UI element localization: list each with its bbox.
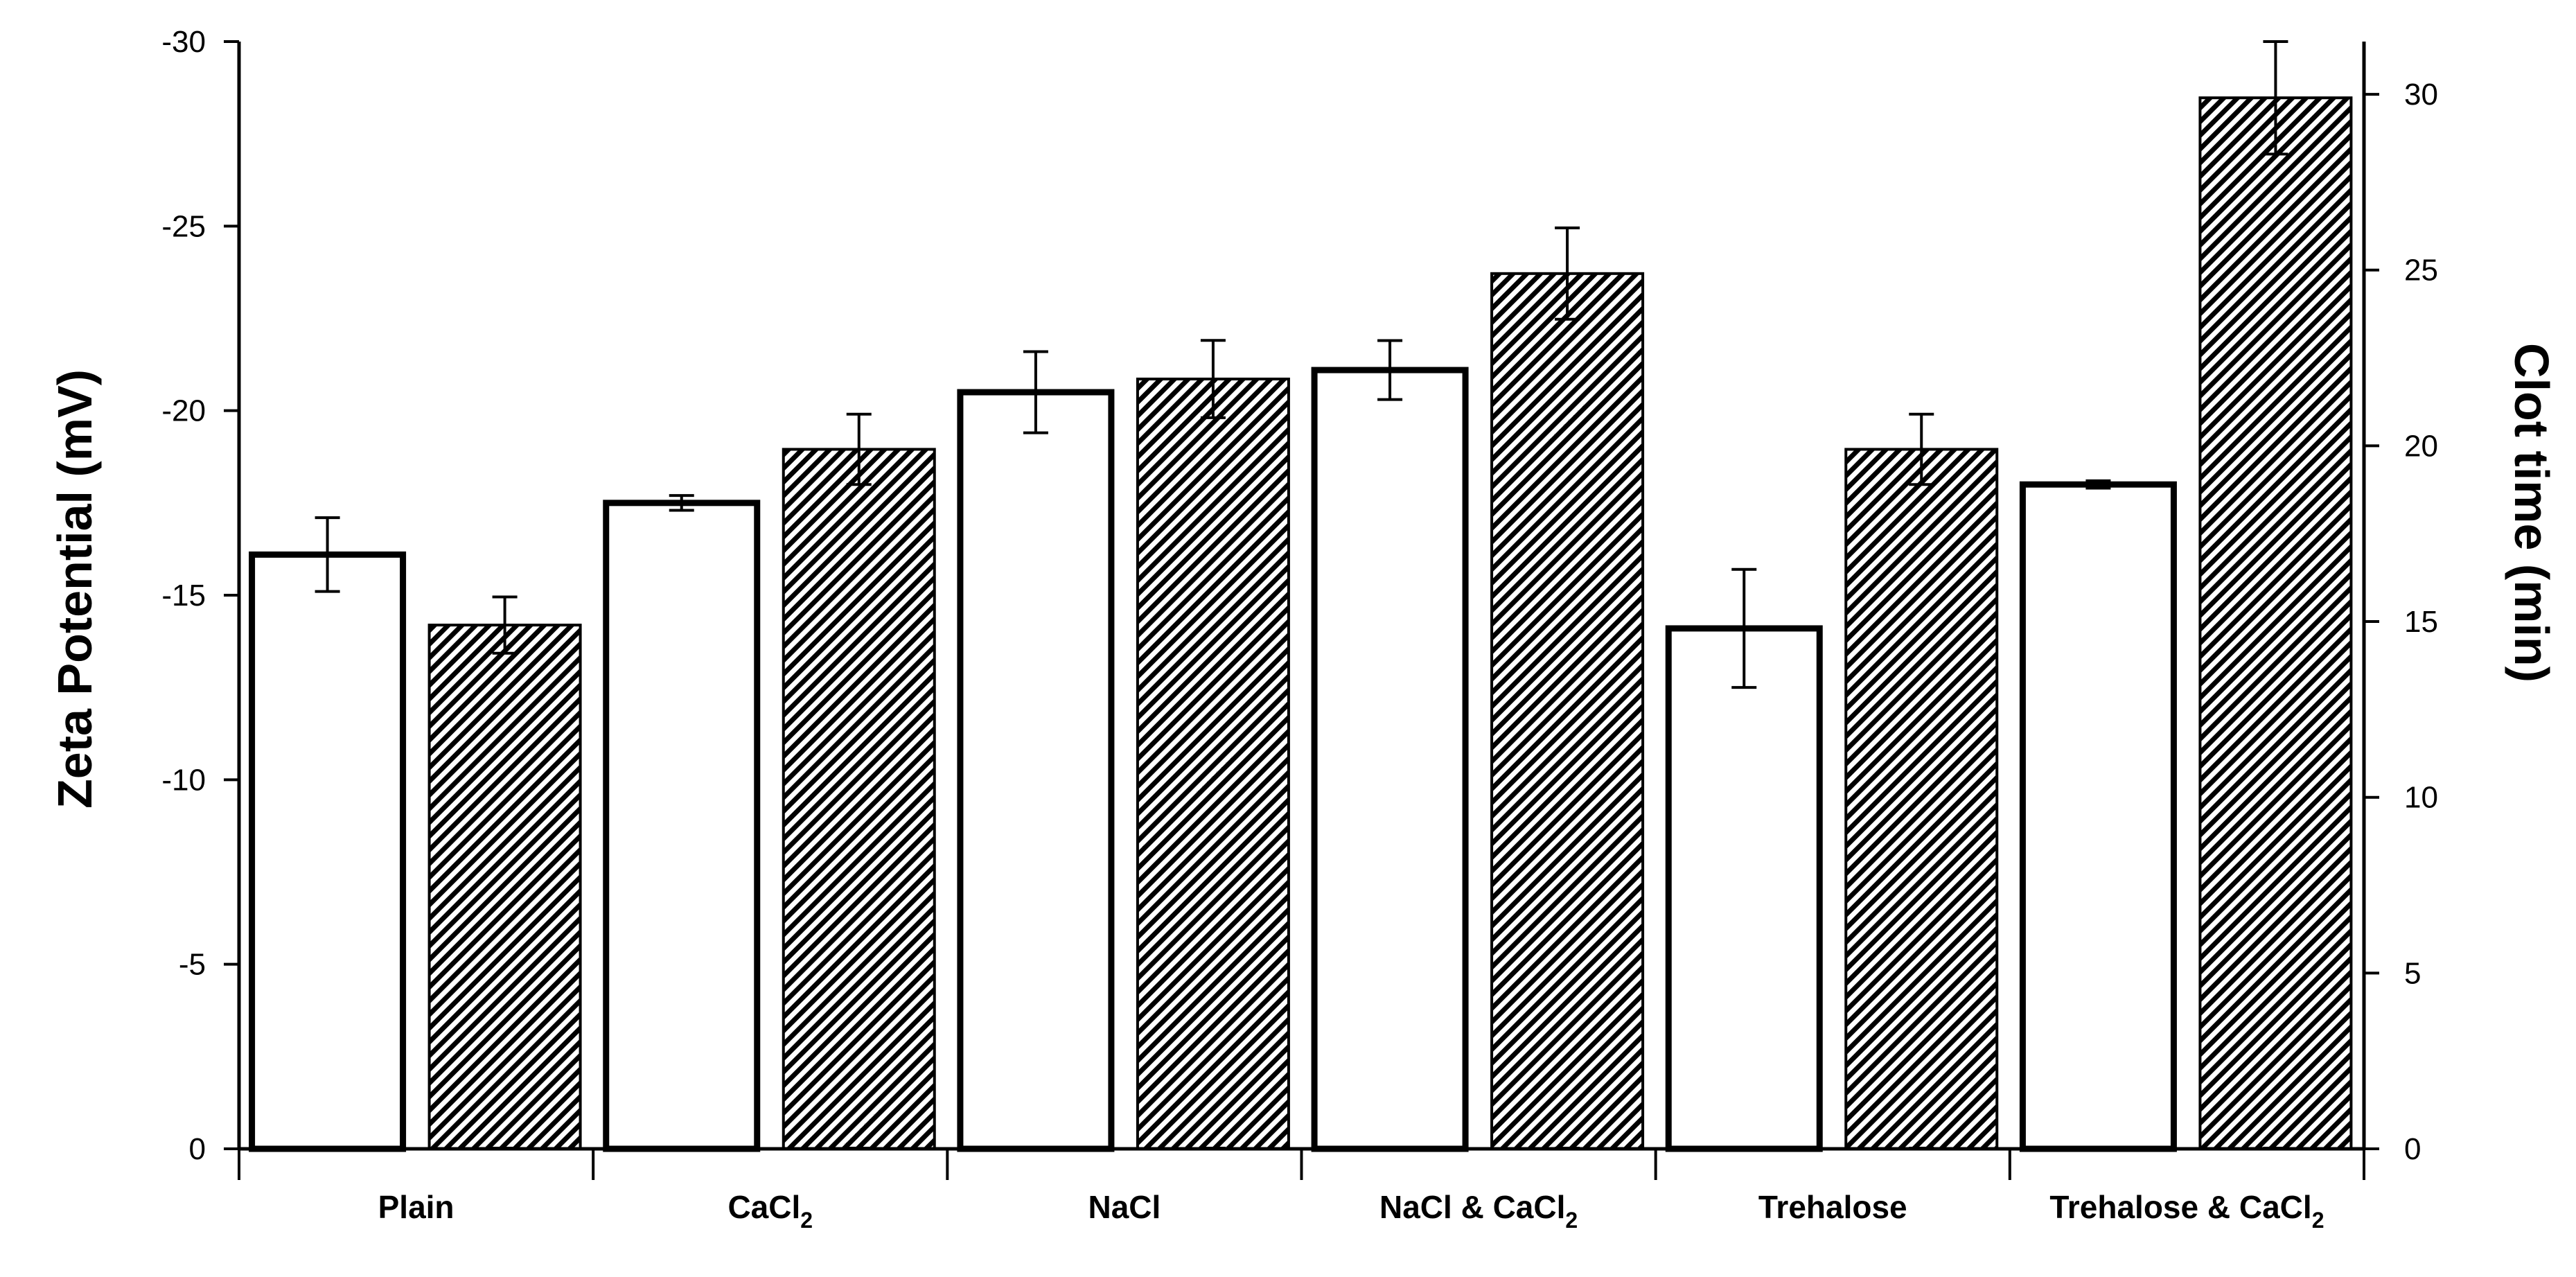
category-label-2: NaCl <box>1088 1189 1161 1225</box>
plot-area: Plain CaCl2 NaCl NaCl & CaCl2 Trehalose Treha… <box>161 25 2438 1233</box>
category-label-0: Plain <box>378 1189 455 1225</box>
left-tick-label: -30 <box>161 25 206 59</box>
bar-zeta-5 <box>2019 481 2177 1152</box>
bar-zeta-4 <box>1665 625 1823 1152</box>
left-tick-label: 0 <box>189 1132 206 1166</box>
category-label-subscript: 2 <box>1565 1208 1578 1233</box>
right-tick-label: 5 <box>2404 956 2421 990</box>
left-axis-title: Zeta Potential (mV) <box>48 369 102 809</box>
bar-clot-1 <box>782 448 936 1150</box>
right-tick-label: 30 <box>2404 78 2438 112</box>
right-tick-label: 20 <box>2404 429 2438 463</box>
bar-clot-2 <box>1136 378 1290 1150</box>
right-tick-label: 0 <box>2404 1132 2421 1166</box>
bar-clot-0 <box>427 624 582 1150</box>
left-tick-label: -15 <box>161 579 206 613</box>
right-tick-label: 10 <box>2404 781 2438 815</box>
category-label-main: NaCl & CaCl <box>1379 1189 1565 1225</box>
category-label-main: Trehalose & CaCl <box>2049 1189 2311 1225</box>
category-label-3: NaCl & CaCl2 <box>1379 1189 1578 1233</box>
right-axis-title: Clot time (min) <box>2505 343 2559 682</box>
right-tick-label: 25 <box>2404 254 2438 288</box>
left-tick-label: -25 <box>161 209 206 243</box>
bar-zeta-0 <box>249 551 407 1152</box>
bar-zeta-2 <box>957 389 1115 1152</box>
bar-zeta-3 <box>1311 367 1469 1152</box>
bar-clot-3 <box>1490 272 1645 1150</box>
category-label-main: Plain <box>378 1189 455 1225</box>
bar-clot-4 <box>1844 448 1999 1150</box>
category-label-main: NaCl <box>1088 1189 1161 1225</box>
category-label-subscript: 2 <box>2312 1208 2324 1233</box>
left-tick-label: -20 <box>161 394 206 428</box>
bar-zeta-1 <box>603 500 761 1152</box>
category-label-main: Trehalose <box>1758 1189 1907 1225</box>
left-tick-label: -5 <box>179 948 206 982</box>
category-label-1: CaCl2 <box>727 1189 813 1233</box>
category-label-4: Trehalose <box>1758 1189 1907 1225</box>
bar-clot-5 <box>2198 96 2353 1151</box>
left-tick-label: -10 <box>161 763 206 797</box>
category-label-main: CaCl <box>727 1189 800 1225</box>
category-label-5: Trehalose & CaCl2 <box>2049 1189 2324 1233</box>
right-tick-label: 15 <box>2404 605 2438 639</box>
category-label-subscript: 2 <box>800 1208 813 1233</box>
